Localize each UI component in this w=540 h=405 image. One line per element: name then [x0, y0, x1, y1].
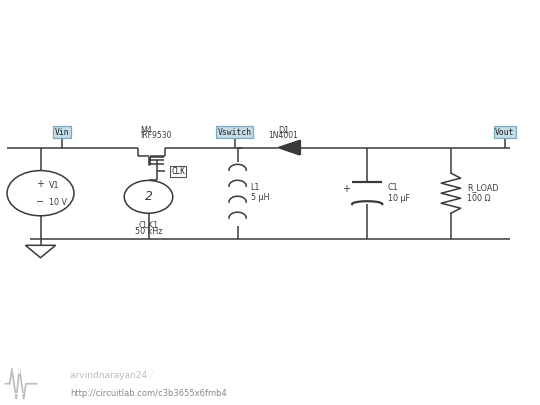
Text: Vswitch: Vswitch — [218, 128, 252, 137]
Text: 2: 2 — [145, 190, 152, 203]
Text: 5 μH: 5 μH — [251, 193, 269, 202]
Text: Vin: Vin — [55, 128, 70, 137]
Text: Buck-Boost Converter: Buck-Boost Converter — [147, 371, 258, 380]
Text: +: + — [37, 179, 44, 190]
Polygon shape — [278, 140, 300, 155]
Text: C1: C1 — [388, 183, 399, 192]
Text: +: + — [342, 184, 349, 194]
Text: Vout: Vout — [495, 128, 515, 137]
Text: M4: M4 — [140, 126, 152, 134]
Text: R_LOAD: R_LOAD — [467, 183, 498, 192]
Text: CLK: CLK — [171, 167, 185, 176]
Text: 100 Ω: 100 Ω — [467, 194, 491, 203]
Text: V1: V1 — [49, 181, 59, 190]
Text: D1: D1 — [278, 126, 289, 134]
Text: http://circuitlab.com/c3b3655x6fmb4: http://circuitlab.com/c3b3655x6fmb4 — [70, 388, 227, 398]
Text: 50 kHz: 50 kHz — [135, 227, 162, 236]
Text: CIRCUIT: CIRCUIT — [12, 367, 52, 376]
Text: L1: L1 — [251, 183, 260, 192]
Text: arvindnarayan24 /: arvindnarayan24 / — [70, 371, 156, 380]
Text: 10 V: 10 V — [49, 198, 67, 207]
Text: 10 μF: 10 μF — [388, 194, 410, 203]
Text: 1N4001: 1N4001 — [268, 132, 299, 141]
Text: —⁃— LAB: —⁃— LAB — [12, 388, 54, 398]
Text: −: − — [36, 197, 45, 207]
Text: IRF9530: IRF9530 — [140, 132, 172, 141]
Text: CLK1: CLK1 — [138, 221, 159, 230]
